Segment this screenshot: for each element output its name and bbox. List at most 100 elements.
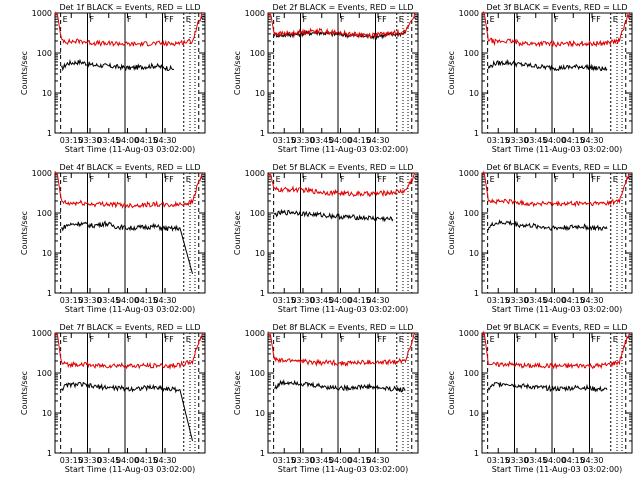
y-axis-label: Counts/sec [20, 371, 29, 415]
x-tick-label: 03:30 [291, 296, 314, 305]
x-tick-label: 03:15 [487, 136, 510, 145]
event-marker-label: F [303, 175, 308, 184]
panel-title: Det 2f BLACK = Events, RED = LLD [272, 3, 413, 12]
x-tick-label: 03:15 [487, 456, 510, 465]
event-marker-label: E [276, 15, 281, 24]
y-tick-label: 10 [255, 89, 265, 98]
x-tick-label: 03:45 [524, 456, 547, 465]
event-marker-label: E [276, 335, 281, 344]
x-tick-label: 04:15 [348, 136, 371, 145]
event-marker-label: E [399, 175, 404, 184]
y-tick-label: 1 [47, 129, 52, 138]
x-tick-label: 04:30 [366, 136, 389, 145]
x-tick-label: 04:00 [116, 136, 139, 145]
x-tick-label: 04:15 [135, 296, 158, 305]
x-axis-label: Start Time (11-Aug-03 03:02:00) [278, 145, 409, 154]
events-rate-line [487, 381, 608, 393]
event-marker-label: E [186, 175, 191, 184]
event-marker-label: F [340, 335, 345, 344]
event-marker-label: E [186, 335, 191, 344]
event-marker-label: F [554, 175, 559, 184]
detector-panel: Det 3f BLACK = Events, RED = LLD 1 10 100 10… [447, 3, 633, 154]
plot-frame [54, 12, 206, 134]
detector-panel: Det 5f BLACK = Events, RED = LLD 1 10 100 10… [233, 163, 419, 314]
event-marker-label: E [399, 15, 404, 24]
y-tick-label: 1 [474, 289, 479, 298]
x-tick-label: 03:30 [505, 296, 528, 305]
y-tick-label: 10 [255, 409, 265, 418]
y-tick-label: 10 [42, 409, 52, 418]
y-tick-label: 1000 [459, 9, 479, 18]
y-tick-label: 10 [469, 89, 479, 98]
event-marker-label: S [201, 15, 206, 24]
x-tick-label: 03:15 [273, 456, 296, 465]
event-marker-label: E [276, 175, 281, 184]
x-tick-label: 04:30 [580, 136, 603, 145]
x-tick-label: 03:45 [310, 136, 333, 145]
events-rate-line [60, 58, 175, 72]
x-tick-label: 03:30 [291, 136, 314, 145]
x-tick-label: 03:45 [524, 136, 547, 145]
event-marker-label: F [303, 335, 308, 344]
y-axis-label: Counts/sec [20, 211, 29, 255]
plot-frame [267, 12, 419, 134]
event-marker-label: F [340, 15, 345, 24]
panel-title: Det 1f BLACK = Events, RED = LLD [59, 3, 200, 12]
y-tick-label: 10 [469, 409, 479, 418]
event-marker-label: E [490, 335, 495, 344]
x-tick-label: 03:45 [310, 456, 333, 465]
y-tick-label: 100 [464, 369, 479, 378]
y-tick-label: 100 [37, 49, 52, 58]
plot-frame [267, 332, 419, 454]
event-marker-label: FF [592, 335, 602, 344]
y-axis-label: Counts/sec [233, 51, 242, 95]
event-marker-label: E [186, 15, 191, 24]
event-marker-label: F [90, 335, 95, 344]
events-rate-line [273, 208, 394, 223]
detector-panel: Det 6f BLACK = Events, RED = LLD 1 10 100 10… [447, 163, 633, 314]
y-axis-label: Counts/sec [20, 51, 29, 95]
event-marker-label: F [127, 335, 132, 344]
x-axis-label: Start Time (11-Aug-03 03:02:00) [278, 465, 409, 474]
y-tick-label: 10 [469, 249, 479, 258]
event-marker-label: E [613, 175, 618, 184]
event-marker-label: S [628, 175, 633, 184]
lld-rate-line [481, 330, 630, 370]
y-tick-label: 1 [260, 289, 265, 298]
x-tick-label: 04:00 [329, 136, 352, 145]
x-tick-label: 04:30 [153, 296, 176, 305]
x-tick-label: 04:00 [116, 296, 139, 305]
y-axis-label: Counts/sec [233, 211, 242, 255]
x-tick-label: 04:30 [580, 456, 603, 465]
x-tick-label: 03:30 [505, 136, 528, 145]
event-marker-label: E [63, 175, 68, 184]
x-tick-label: 04:15 [562, 296, 585, 305]
x-tick-label: 04:30 [580, 296, 603, 305]
y-tick-label: 1 [47, 449, 52, 458]
events-rate-line [274, 379, 406, 393]
detector-panel: Det 9f BLACK = Events, RED = LLD 1 10 100 10… [447, 323, 633, 474]
x-tick-label: 04:15 [562, 136, 585, 145]
x-axis-label: Start Time (11-Aug-03 03:02:00) [492, 305, 623, 314]
x-tick-label: 04:00 [329, 296, 352, 305]
panel-title: Det 5f BLACK = Events, RED = LLD [272, 163, 413, 172]
event-marker-label: S [201, 175, 206, 184]
event-marker-label: FF [165, 15, 175, 24]
x-tick-label: 04:15 [135, 456, 158, 465]
x-tick-label: 04:15 [348, 296, 371, 305]
x-tick-label: 03:30 [78, 296, 101, 305]
detector-panel: Det 1f BLACK = Events, RED = LLD 1 10 100 10… [20, 3, 206, 154]
event-marker-label: FF [378, 335, 388, 344]
x-tick-label: 04:00 [116, 456, 139, 465]
lld-rate-line [54, 332, 203, 370]
detector-panel: Det 4f BLACK = Events, RED = LLD 1 10 100 10… [20, 163, 206, 314]
y-tick-label: 100 [464, 209, 479, 218]
x-tick-label: 03:15 [273, 136, 296, 145]
y-tick-label: 1000 [32, 9, 52, 18]
panel-title: Det 9f BLACK = Events, RED = LLD [486, 323, 627, 332]
x-tick-label: 04:15 [348, 456, 371, 465]
lld-rate-line [54, 11, 203, 48]
event-marker-label: E [613, 15, 618, 24]
lld-rate-line [481, 10, 630, 48]
event-marker-label: F [517, 15, 522, 24]
